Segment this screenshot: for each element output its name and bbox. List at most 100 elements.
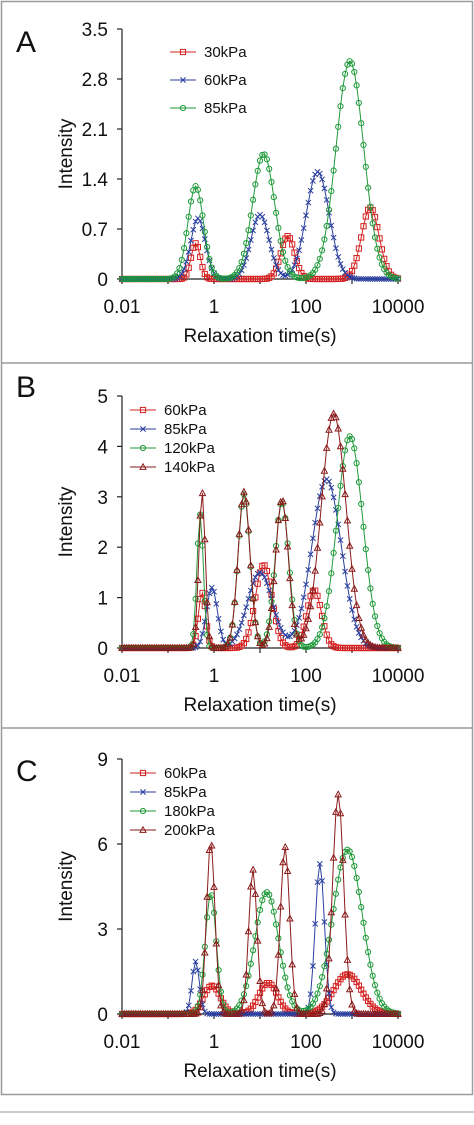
data-point [275, 267, 282, 273]
data-point [284, 1011, 291, 1017]
data-point [260, 639, 269, 647]
data-point [291, 262, 298, 268]
data-point [130, 275, 137, 283]
data-point [288, 600, 297, 609]
data-point [273, 611, 280, 618]
legend-marker [179, 48, 187, 56]
data-point [274, 950, 283, 958]
data-point [353, 82, 360, 89]
legend-marker [139, 807, 147, 815]
data-point [348, 1000, 356, 1008]
data-point [371, 214, 379, 221]
data-point [155, 275, 162, 283]
data-point [137, 275, 144, 283]
data-point [321, 236, 328, 243]
data-point [311, 566, 320, 574]
data-point [339, 553, 346, 560]
data-point [298, 605, 305, 612]
data-point [275, 627, 282, 635]
data-point [178, 270, 185, 277]
data-point [365, 948, 372, 956]
data-point [362, 546, 369, 553]
legend-item: 60kPa [130, 402, 207, 419]
data-point [345, 541, 354, 549]
series-line [122, 412, 398, 649]
data-point [279, 496, 287, 505]
y-tick-label: 1 [97, 589, 108, 610]
y-tick-label: 3.5 [82, 20, 108, 41]
data-point [194, 186, 201, 193]
series-140kPa [118, 409, 402, 651]
data-point [319, 877, 326, 884]
data-point [319, 483, 326, 490]
data-point [238, 619, 245, 626]
data-point [350, 584, 359, 592]
data-point [342, 447, 349, 454]
data-point [316, 170, 323, 177]
data-point [376, 276, 383, 282]
data-point [362, 934, 369, 941]
data-point [217, 1001, 225, 1009]
data-point [343, 516, 352, 524]
data-point [332, 413, 340, 421]
data-point [322, 443, 331, 451]
data-point [337, 1011, 344, 1017]
data-point [281, 842, 290, 851]
data-point [351, 616, 358, 623]
data-point [290, 619, 299, 628]
data-point [360, 223, 367, 230]
data-point [372, 276, 378, 282]
data-point [198, 986, 207, 994]
data-point [275, 224, 282, 231]
data-point [146, 275, 153, 283]
data-point [245, 227, 252, 234]
legend-label: 85kPa [164, 421, 207, 438]
data-point [330, 549, 337, 557]
panel-label: A [16, 26, 36, 59]
data-point [325, 954, 333, 962]
data-point [185, 1002, 192, 1009]
data-point [132, 275, 139, 283]
data-point [139, 275, 146, 283]
data-point [254, 1011, 261, 1017]
data-point [240, 612, 247, 619]
data-point [265, 622, 274, 630]
data-point [252, 1011, 259, 1017]
data-point [188, 237, 194, 244]
data-point [198, 488, 207, 497]
data-point [190, 226, 197, 233]
data-point [279, 962, 287, 969]
x-tick-label: 100 [290, 666, 322, 687]
data-point [252, 181, 259, 188]
data-point [244, 927, 253, 935]
data-point [367, 961, 374, 968]
data-point [275, 258, 282, 265]
y-tick-label: 3 [97, 488, 108, 509]
x-axis-label: Relaxation time(s) [183, 326, 336, 347]
data-point [329, 409, 338, 417]
x-tick-label: 1 [209, 666, 220, 687]
data-point [197, 638, 204, 645]
data-point [342, 568, 349, 575]
data-point [304, 614, 313, 622]
data-point [314, 879, 321, 886]
data-point [268, 178, 275, 186]
data-point [346, 848, 353, 855]
data-point [194, 967, 201, 974]
data-point [240, 487, 248, 495]
data-point [369, 220, 376, 227]
data-point [332, 527, 339, 534]
data-point [332, 1010, 339, 1017]
data-point [269, 576, 278, 585]
data-point [268, 246, 275, 253]
data-point [361, 635, 370, 643]
legend-marker [139, 769, 147, 777]
legend-item: 200kPa [130, 822, 216, 839]
data-point [345, 985, 354, 993]
data-point [219, 643, 228, 651]
data-point [247, 212, 254, 219]
data-point [362, 276, 369, 282]
data-point [306, 602, 315, 610]
data-point [256, 906, 264, 914]
data-point [189, 639, 198, 648]
